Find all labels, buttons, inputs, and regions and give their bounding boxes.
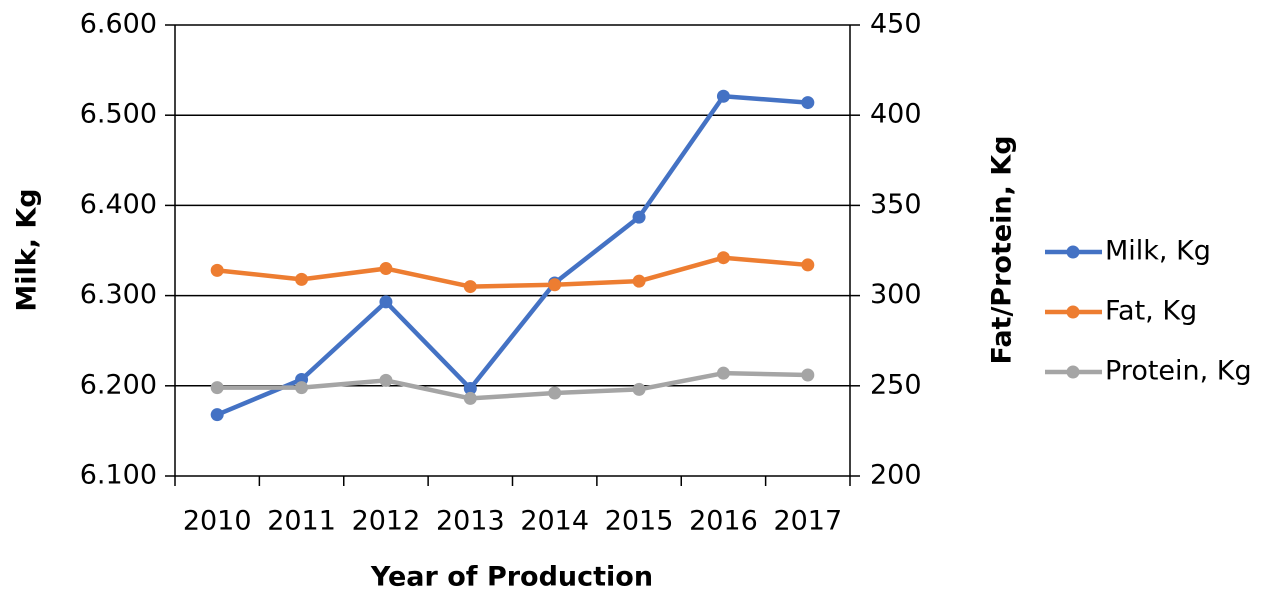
- data-point: [801, 368, 815, 382]
- data-point: [632, 382, 646, 396]
- legend-marker: [1066, 245, 1080, 259]
- y2-tick-label: 400: [870, 99, 922, 130]
- x-tick-label: 2017: [773, 506, 842, 537]
- x-tick-label: 2010: [183, 506, 252, 537]
- data-point: [716, 251, 730, 265]
- data-point: [463, 280, 477, 294]
- x-tick-label: 2012: [352, 506, 421, 537]
- x-tick-label: 2014: [520, 506, 589, 537]
- x-tick-label: 2015: [605, 506, 674, 537]
- data-point: [632, 210, 646, 224]
- y-tick-label: 6.400: [80, 189, 157, 220]
- data-point: [295, 381, 309, 395]
- legend-marker: [1066, 365, 1080, 379]
- legend-label: Milk, Kg: [1105, 236, 1211, 267]
- series-line: [216, 255, 809, 289]
- legend-label: Protein, Kg: [1105, 356, 1252, 387]
- data-point: [295, 272, 309, 286]
- y2-axis-title: Fat/Protein, Kg: [987, 135, 1018, 364]
- x-tick-label: 2013: [436, 506, 505, 537]
- data-point: [463, 382, 477, 396]
- y-tick-label: 6.500: [80, 99, 157, 130]
- data-point: [801, 96, 815, 110]
- y2-tick-label: 350: [870, 189, 922, 220]
- data-point: [379, 262, 393, 276]
- legend-marker: [1066, 305, 1080, 319]
- y2-tick-label: 200: [870, 460, 922, 491]
- y2-tick-label: 250: [870, 369, 922, 400]
- data-point: [632, 274, 646, 288]
- y-tick-label: 6.300: [80, 279, 157, 310]
- data-point: [379, 373, 393, 387]
- data-point: [548, 278, 562, 292]
- data-point: [548, 386, 562, 400]
- data-point: [716, 89, 730, 103]
- y2-tick-label: 300: [870, 279, 922, 310]
- y-tick-label: 6.600: [80, 9, 157, 40]
- data-point: [463, 391, 477, 405]
- data-point: [716, 366, 730, 380]
- x-axis-title: Year of Production: [370, 562, 653, 591]
- data-point: [210, 263, 224, 277]
- legend-label: Fat, Kg: [1105, 296, 1197, 327]
- y-tick-label: 6.100: [80, 460, 157, 491]
- data-point: [379, 295, 393, 309]
- x-tick-label: 2016: [689, 506, 758, 537]
- x-tick-label: 2011: [267, 506, 336, 537]
- data-point: [210, 408, 224, 422]
- series-line: [216, 94, 808, 417]
- y-axis-title: Milk, Kg: [12, 188, 43, 311]
- data-point: [801, 258, 815, 272]
- y2-tick-label: 450: [870, 9, 922, 40]
- y-tick-label: 6.200: [80, 369, 157, 400]
- series-line: [217, 370, 808, 401]
- data-point: [210, 381, 224, 395]
